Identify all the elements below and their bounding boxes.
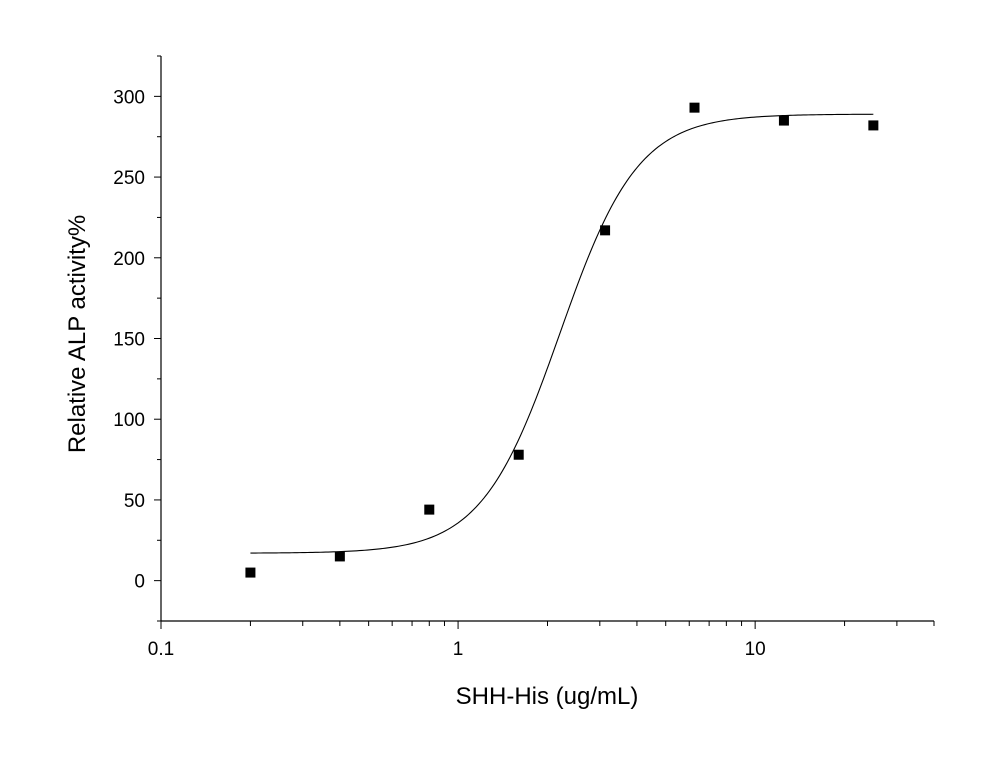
y-tick-label: 0 <box>134 572 145 593</box>
x-tick-label: 0.1 <box>148 639 174 660</box>
x-axis-title: SHH-His (ug/mL) <box>456 683 639 710</box>
y-tick-label: 250 <box>113 168 145 189</box>
data-point <box>245 567 256 578</box>
y-tick-label: 200 <box>113 249 145 270</box>
data-point <box>689 102 700 113</box>
y-ticks: 0 50 100 150 200 250 300 <box>113 55 161 622</box>
y-tick-label: 50 <box>124 491 145 512</box>
y-tick-label: 300 <box>113 87 145 108</box>
data-point <box>868 120 879 131</box>
data-point <box>334 551 345 562</box>
data-point <box>600 225 611 236</box>
y-axis-title: Relative ALP activity% <box>64 215 91 453</box>
axes <box>160 56 934 622</box>
x-tick-label: 1 <box>453 639 464 660</box>
x-tick-label: 10 <box>745 639 766 660</box>
data-points <box>245 102 879 578</box>
data-point <box>513 449 524 460</box>
y-tick-label: 100 <box>113 410 145 431</box>
y-tick-label: 150 <box>113 330 145 351</box>
fit-curve <box>250 113 874 554</box>
data-point <box>778 115 789 126</box>
fit-layer <box>250 113 874 554</box>
data-point <box>424 504 435 515</box>
x-ticks: 0.1 1 10 <box>148 621 935 660</box>
